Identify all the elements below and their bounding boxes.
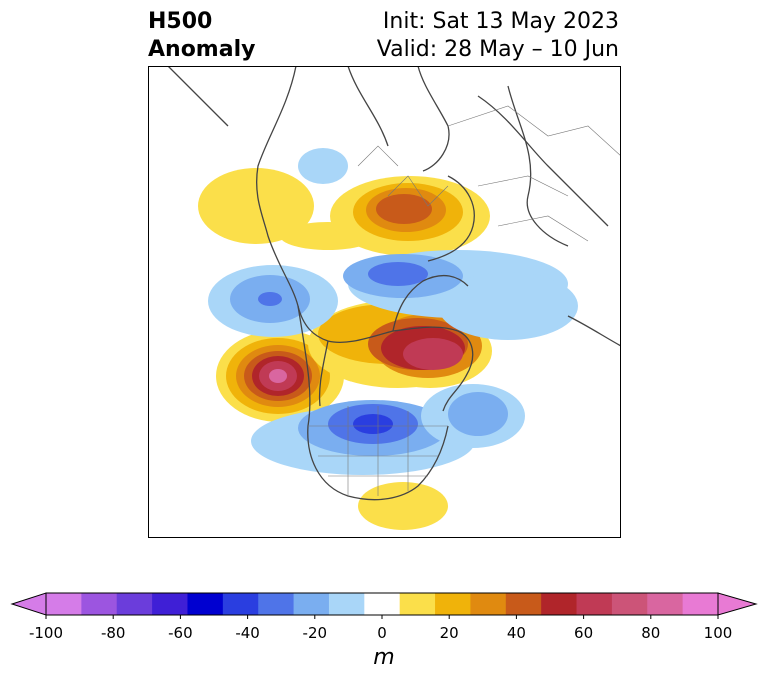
colorbar-tick-label: 0 [377,624,387,642]
map-title: H500 Anomaly [148,8,255,64]
colorbar-cell [611,593,648,615]
colorbar-cell [470,593,507,615]
colorbar-cell [682,593,719,615]
anomaly-us-negative [251,400,475,475]
title-variable: H500 [148,9,213,34]
anomaly-map [148,66,621,538]
colorbar-tick-label: -40 [235,624,260,642]
colorbar-cell [328,593,365,615]
colorbar-tick-label: 60 [574,624,594,642]
colorbar-cell [46,593,82,615]
colorbar-cell [187,593,224,615]
colorbar-cell [364,593,401,615]
colorbar-extend-max [717,592,758,616]
colorbar-tick-label: -100 [28,624,64,642]
colorbar-cell [81,593,118,615]
colorbar-cell [152,593,188,615]
colorbar-tick-label: -60 [168,624,193,642]
political-borders [308,105,621,496]
colorbar-cell [399,593,436,615]
colorbar-cells [10,592,758,616]
anomaly-siberia-negative [343,250,578,340]
anomaly-fields [198,148,578,530]
colorbar-cell [293,593,330,615]
anomaly-north-negative [298,148,348,184]
colorbar-tick-label: 100 [703,624,733,642]
colorbar-cell [647,593,684,615]
colorbar-tick-label: 40 [506,624,526,642]
colorbar [10,592,758,619]
colorbar-tick-label: 80 [641,624,661,642]
colorbar-cell [576,593,613,615]
anomaly-arctic-positive [330,176,490,256]
colorbar-cell [541,593,578,615]
colorbar-tick-label: -20 [302,624,328,642]
coastlines [167,66,621,501]
anomaly-pacific-negative [208,265,338,337]
colorbar-cell [222,593,259,615]
map-frame [148,66,621,538]
map-dates: Init: Sat 13 May 2023 Valid: 28 May – 10… [377,8,619,64]
colorbar-unit: m [373,645,395,670]
colorbar-tick-label: -80 [100,624,126,642]
colorbar-cell [116,593,153,615]
colorbar-cell [505,593,542,615]
anomaly-atlantic-negative [421,384,525,448]
init-date: Init: Sat 13 May 2023 [382,9,619,34]
title-type: Anomaly [148,37,256,62]
colorbar-cell [258,593,295,615]
colorbar-cell [435,593,471,615]
colorbar-tick-label: 20 [439,624,459,642]
anomaly-southeast-positive [358,482,448,530]
colorbar-extend-min [10,592,47,616]
valid-dates: Valid: 28 May – 10 Jun [376,37,619,62]
anomaly-alaska-positive [216,330,344,422]
